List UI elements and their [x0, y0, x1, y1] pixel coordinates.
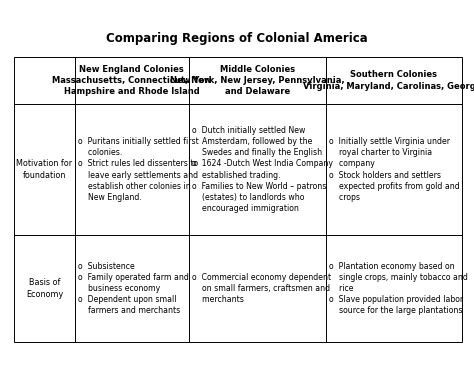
- Text: Southern Colonies
Virginia, Maryland, Carolinas, Georgia: Southern Colonies Virginia, Maryland, Ca…: [303, 71, 474, 90]
- Text: Motivation for
foundation: Motivation for foundation: [17, 160, 73, 180]
- Text: Middle Colonies
New York, New Jersey, Pennsylvania,
and Delaware: Middle Colonies New York, New Jersey, Pe…: [170, 65, 345, 96]
- Text: o  Initially settle Virginia under
    royal charter to Virginia
    company
o  : o Initially settle Virginia under royal …: [329, 137, 460, 202]
- Text: o  Commercial economy dependent
    on small farmers, craftsmen and
    merchant: o Commercial economy dependent on small …: [192, 273, 331, 304]
- Text: Basis of
Economy: Basis of Economy: [26, 279, 63, 299]
- Text: New England Colonies
Massachusetts, Connecticut, New
Hampshire and Rhode Island: New England Colonies Massachusetts, Conn…: [52, 65, 211, 96]
- Text: o  Subsistence
o  Family operated farm and
    business economy
o  Dependent upo: o Subsistence o Family operated farm and…: [78, 262, 189, 315]
- Text: o  Plantation economy based on
    single crops, mainly tobacco and
    rice
o  : o Plantation economy based on single cro…: [329, 262, 468, 315]
- Bar: [14, 57, 462, 342]
- Text: o  Dutch initially settled New
    Amsterdam, followed by the
    Swedes and fin: o Dutch initially settled New Amsterdam,…: [192, 126, 333, 213]
- Text: o  Puritans initially settled first
    colonies.
o  Strict rules led dissenters: o Puritans initially settled first colon…: [78, 137, 199, 202]
- Text: Comparing Regions of Colonial America: Comparing Regions of Colonial America: [106, 32, 368, 45]
